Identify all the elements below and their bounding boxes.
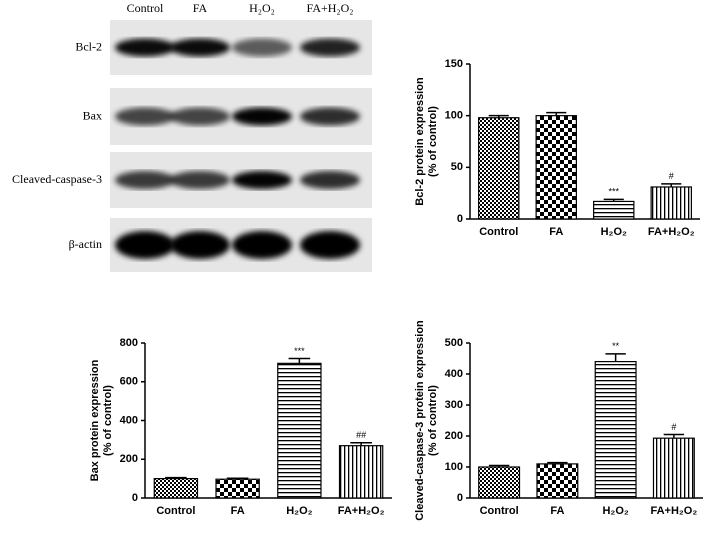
y-tick-label: 150: [445, 58, 463, 70]
x-tick-label: FA+H₂O₂: [650, 505, 697, 517]
blot-row-label: β-actin: [69, 237, 102, 251]
y-tick-label: 0: [132, 492, 138, 504]
blot-band: [232, 171, 292, 189]
y-tick-label: 600: [120, 376, 138, 388]
bar: [536, 463, 579, 499]
x-tick-label: Control: [156, 505, 195, 517]
significance-label: #: [671, 422, 676, 432]
y-tick-label: 0: [457, 213, 463, 225]
y-axis-label: Cleaved-caspase-3 protein expression: [414, 320, 426, 521]
y-tick-label: 400: [445, 368, 463, 380]
blot-band: [115, 107, 175, 126]
bar: [650, 186, 692, 220]
x-tick-label: H₂O₂: [602, 505, 628, 517]
blot-column-label: FA+H₂O₂: [307, 1, 354, 15]
x-tick-label: FA+H₂O₂: [338, 505, 385, 517]
x-tick-label: Control: [480, 505, 519, 517]
y-tick-label: 800: [120, 337, 138, 349]
blot-column-label: Control: [127, 1, 164, 15]
y-axis-label: (% of control): [102, 385, 114, 456]
bar: [153, 478, 199, 499]
bar: [478, 466, 521, 499]
bar-chart: 0 50 100 150 Bcl-2 protein expression (% of c…: [414, 58, 700, 238]
blot-band: [300, 107, 360, 126]
x-tick-label: H₂O₂: [601, 226, 627, 238]
y-tick-label: 0: [457, 492, 463, 504]
x-tick-label: FA+H₂O₂: [648, 226, 695, 238]
y-tick-label: 500: [445, 337, 463, 349]
bar: [593, 200, 635, 220]
blot-row-label: Bax: [83, 108, 102, 122]
blot-row-label: Bcl-2: [75, 39, 102, 53]
blot-band: [170, 107, 230, 126]
y-tick-label: 200: [445, 430, 463, 442]
blot-band: [232, 107, 292, 126]
blot-band: [170, 38, 230, 57]
bar-chart: 0 200 400 600 800 Bax protein expression (% of…: [89, 337, 392, 517]
blot-row-label: Cleaved-caspase-3: [12, 172, 102, 186]
significance-label: ***: [294, 346, 305, 356]
blot-band: [300, 38, 360, 57]
x-tick-label: FA: [550, 505, 564, 517]
blot-band: [232, 231, 292, 259]
y-axis-label: Bax protein expression: [89, 359, 101, 481]
blot-band: [115, 171, 175, 189]
y-tick-label: 50: [451, 161, 463, 173]
y-axis-label: (% of control): [427, 106, 439, 177]
x-tick-label: Control: [479, 226, 518, 238]
x-tick-label: FA: [549, 226, 563, 238]
bar-chart: 0 100 200 300 400 500 Cleaved-caspase-3 protei…: [414, 320, 703, 521]
x-tick-label: H₂O₂: [286, 505, 312, 517]
x-tick-label: FA: [231, 505, 245, 517]
y-tick-label: 300: [445, 399, 463, 411]
blot-band: [115, 38, 175, 57]
bar: [594, 361, 637, 499]
blot-band: [300, 231, 360, 259]
y-axis-label: (% of control): [427, 385, 439, 456]
y-tick-label: 200: [120, 453, 138, 465]
bar: [277, 362, 322, 499]
y-tick-label: 100: [445, 461, 463, 473]
bar: [338, 445, 384, 499]
blot-band: [170, 231, 230, 259]
blot-column-label: FA: [193, 1, 208, 15]
significance-label: ##: [356, 430, 366, 440]
bar: [535, 115, 577, 220]
y-tick-label: 400: [120, 414, 138, 426]
significance-label: ***: [608, 187, 619, 197]
blot-column-label: H₂O₂: [249, 1, 275, 15]
y-axis-label: Bcl-2 protein expression: [414, 77, 426, 206]
blot-band: [300, 171, 360, 189]
bar: [215, 478, 260, 499]
significance-label: **: [612, 341, 620, 351]
bar: [652, 437, 695, 499]
blot-band: [170, 171, 230, 189]
significance-label: #: [669, 171, 674, 181]
bar: [478, 117, 520, 220]
y-tick-label: 100: [445, 110, 463, 122]
blot-band: [232, 38, 292, 57]
blot-band: [115, 231, 175, 259]
